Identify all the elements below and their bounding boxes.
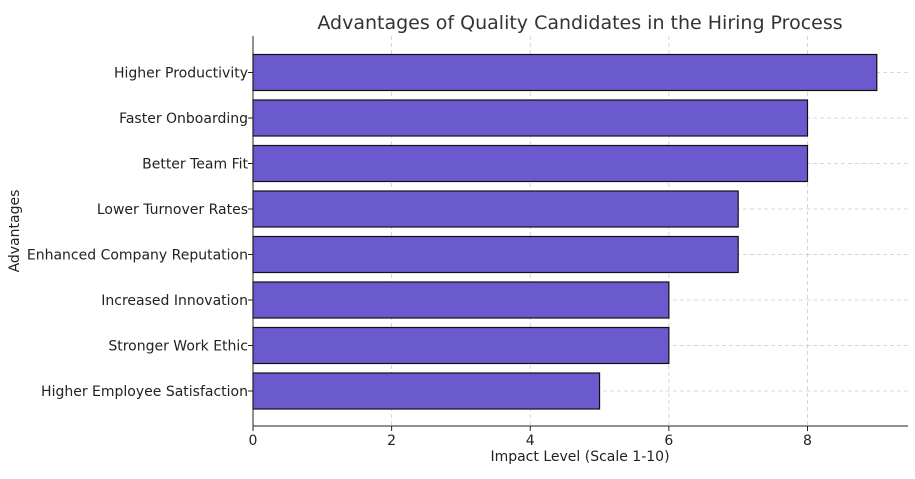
x-axis-ticks: 0 2 4 6 8 <box>249 426 812 449</box>
x-tick-label: 4 <box>526 433 535 449</box>
x-tick-label: 6 <box>664 433 673 449</box>
bar <box>252 235 739 274</box>
bar <box>252 99 809 137</box>
bars <box>252 53 878 410</box>
x-tick-label: 8 <box>803 433 812 449</box>
x-tick-label: 2 <box>387 433 396 449</box>
bar <box>252 326 670 365</box>
grid-lines <box>252 36 908 426</box>
y-tick-label: Stronger Work Ethic <box>108 339 248 355</box>
y-tick-label: Higher Employee Satisfaction <box>41 384 248 400</box>
chart-title: Advantages of Quality Candidates in the … <box>317 12 842 34</box>
x-axis-label: Impact Level (Scale 1-10) <box>490 449 669 465</box>
axes <box>252 36 908 427</box>
y-tick-label: Increased Innovation <box>101 293 248 309</box>
bar <box>252 144 809 183</box>
y-axis-label: Advantages <box>7 190 23 273</box>
x-tick-label: 0 <box>249 433 258 449</box>
y-tick-label: Lower Turnover Rates <box>97 202 248 218</box>
bar <box>252 372 601 410</box>
y-axis-ticks: Higher Productivity Faster Onboarding Bett… <box>27 66 253 400</box>
y-tick-label: Faster Onboarding <box>119 111 248 127</box>
bar <box>252 53 878 92</box>
y-tick-label: Higher Productivity <box>114 66 248 82</box>
bar <box>252 281 670 319</box>
y-tick-label: Enhanced Company Reputation <box>27 248 248 264</box>
y-tick-label: Better Team Fit <box>142 157 248 173</box>
bar <box>252 190 739 228</box>
